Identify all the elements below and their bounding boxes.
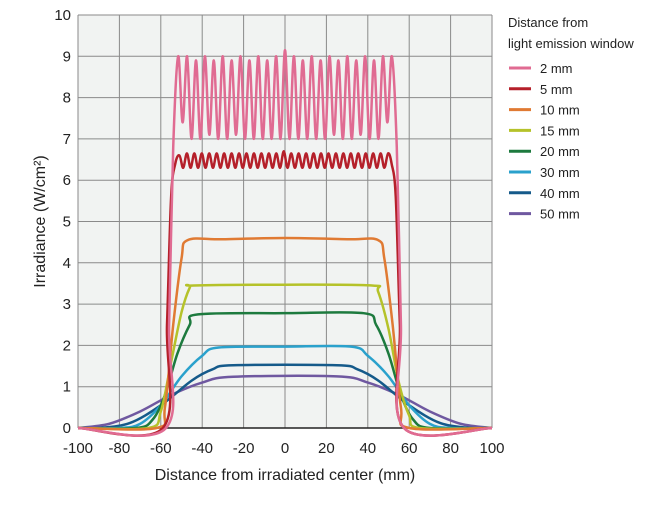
y-tick-label: 8: [63, 90, 71, 107]
legend-title: Distance from: [508, 15, 588, 30]
y-tick-label: 9: [63, 48, 71, 65]
y-tick-label: 3: [63, 296, 71, 313]
x-tick-label: 40: [359, 440, 376, 457]
x-tick-label: -60: [150, 440, 172, 457]
x-tick-label: -100: [63, 440, 93, 457]
x-tick-label: -80: [109, 440, 131, 457]
legend-label: 10 mm: [540, 103, 580, 118]
y-tick-label: 1: [63, 379, 71, 396]
legend-label: 20 mm: [540, 144, 580, 159]
y-tick-label: 6: [63, 172, 71, 189]
legend-title: light emission window: [508, 36, 634, 51]
x-tick-label: 100: [479, 440, 504, 457]
legend-label: 5 mm: [540, 82, 573, 97]
y-axis-title: Irradiance (W/cm²): [32, 155, 49, 287]
legend-label: 30 mm: [540, 165, 580, 180]
y-tick-label: 7: [63, 131, 71, 148]
y-tick-label: 4: [63, 255, 71, 272]
series-line-5mm: [77, 150, 493, 437]
x-tick-label: 60: [401, 440, 418, 457]
x-tick-label: 80: [442, 440, 459, 457]
legend-label: 2 mm: [540, 61, 573, 76]
series-line-2mm: [77, 48, 493, 437]
series-line-40mm: [77, 363, 493, 430]
legend-label: 15 mm: [540, 123, 580, 138]
series-line-30mm: [77, 344, 493, 430]
series-line-15mm: [77, 283, 493, 431]
x-tick-label: 0: [281, 440, 289, 457]
series-line-50mm: [77, 374, 493, 430]
x-tick-label: -40: [191, 440, 213, 457]
x-axis-title: Distance from irradiated center (mm): [155, 467, 416, 484]
y-tick-label: 10: [54, 7, 71, 24]
y-tick-label: 5: [63, 214, 71, 231]
y-tick-label: 0: [63, 420, 71, 437]
series-line-10mm: [77, 236, 493, 431]
x-tick-label: -20: [233, 440, 255, 457]
legend-label: 50 mm: [540, 207, 580, 222]
x-tick-label: 20: [318, 440, 335, 457]
legend-label: 40 mm: [540, 186, 580, 201]
y-tick-label: 2: [63, 337, 71, 354]
